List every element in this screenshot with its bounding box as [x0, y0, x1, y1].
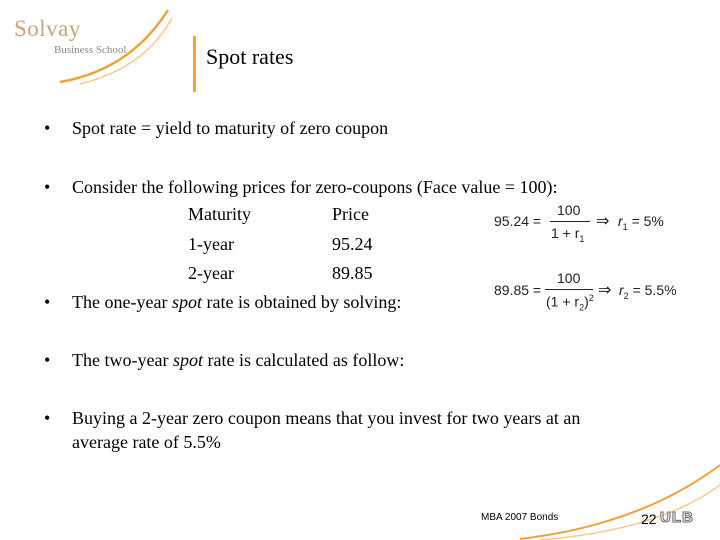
bullet-text-4: The two-year spot rate is calculated as … [72, 350, 405, 370]
table-cell: 1-year [188, 234, 234, 254]
footer-swoosh-icon [520, 464, 720, 540]
bullet-text-3: The one-year spot rate is obtained by so… [72, 292, 402, 312]
equation-1-lhs: 95.24 = [494, 213, 542, 229]
footer-text: MBA 2007 Bonds [481, 512, 559, 523]
table-header-price: Price [332, 204, 369, 224]
equation-2-lhs: 89.85 = [494, 282, 542, 298]
logo-subtitle: Business School [54, 44, 127, 56]
table-cell: 89.85 [332, 263, 373, 283]
ulb-logo: ULB [660, 509, 694, 527]
logo-swoosh-icon [59, 9, 173, 85]
page-title: Spot rates [206, 44, 294, 69]
equation-1-numerator: 100 [557, 202, 581, 218]
table-cell: 2-year [188, 263, 234, 283]
fraction-line [550, 221, 590, 222]
implies-arrow-icon: ⇒ [596, 213, 610, 230]
title-divider [193, 36, 196, 92]
equation-2-denominator: (1 + r2)2 [546, 293, 594, 313]
bullet-icon: • [44, 118, 51, 138]
logo-solvay: Solvay [14, 16, 81, 41]
bullet-icon: • [44, 408, 51, 428]
table-cell: 95.24 [332, 234, 373, 254]
page-number: 22 [641, 511, 657, 527]
bullet-text-2: Consider the following prices for zero-c… [72, 177, 558, 197]
bullet-icon: • [44, 177, 51, 197]
bullet-icon: • [44, 292, 51, 312]
bullet-icon: • [44, 350, 51, 370]
bullet-text-1: Spot rate = yield to maturity of zero co… [72, 118, 389, 138]
bullet-text-5: Buying a 2-year zero coupon means that y… [72, 408, 581, 428]
equation-2-numerator: 100 [557, 270, 581, 286]
implies-arrow-icon: ⇒ [598, 282, 612, 299]
fraction-line [545, 289, 593, 290]
bullet-text-5-cont: average rate of 5.5% [72, 432, 221, 452]
equation-1-result: r1 = 5% [618, 213, 664, 232]
equation-1-denominator: 1 + r1 [551, 225, 585, 244]
equation-2-result: r2 = 5.5% [619, 282, 677, 301]
table-header-maturity: Maturity [188, 204, 251, 224]
